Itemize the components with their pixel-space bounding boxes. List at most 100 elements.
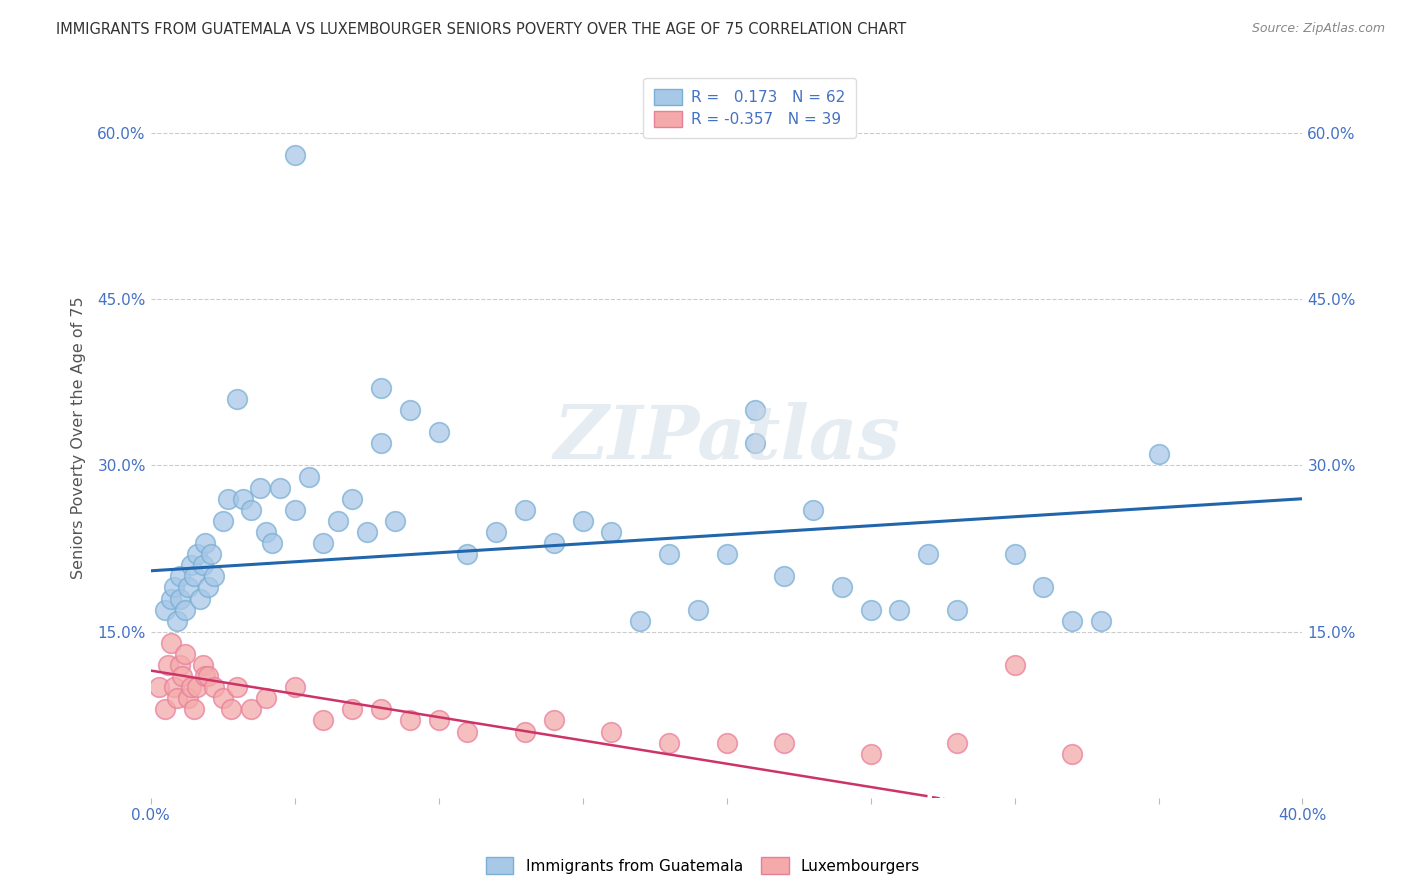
Point [298, 469, 321, 483]
Point [232, 491, 254, 506]
Point [801, 503, 824, 517]
Point [1147, 447, 1170, 461]
Point [169, 658, 191, 673]
Point [513, 724, 536, 739]
Point [269, 481, 291, 495]
Point [312, 536, 335, 550]
Point [249, 481, 271, 495]
Point [716, 736, 738, 750]
Point [166, 691, 188, 706]
Point [202, 680, 225, 694]
Legend: R =   0.173   N = 62, R = -0.357   N = 39: R = 0.173 N = 62, R = -0.357 N = 39 [644, 78, 856, 138]
Point [485, 524, 508, 539]
Point [166, 614, 188, 628]
Point [600, 524, 623, 539]
Point [172, 669, 194, 683]
Legend: Immigrants from Guatemala, Luxembourgers: Immigrants from Guatemala, Luxembourgers [479, 851, 927, 880]
Point [260, 536, 283, 550]
Point [946, 602, 969, 616]
Point [399, 403, 422, 417]
Point [543, 714, 565, 728]
Point [183, 569, 205, 583]
Point [628, 614, 651, 628]
Point [194, 536, 217, 550]
Point [744, 436, 766, 450]
Y-axis label: Seniors Poverty Over the Age of 75: Seniors Poverty Over the Age of 75 [72, 296, 86, 579]
Point [384, 514, 406, 528]
Point [254, 691, 277, 706]
Point [312, 714, 335, 728]
Point [188, 591, 211, 606]
Point [370, 381, 392, 395]
Point [342, 491, 364, 506]
Point [197, 581, 219, 595]
Point [831, 581, 853, 595]
Point [284, 148, 307, 162]
Point [686, 602, 709, 616]
Point [456, 724, 478, 739]
Point [356, 524, 378, 539]
Point [571, 514, 593, 528]
Point [427, 425, 450, 440]
Point [889, 602, 911, 616]
Point [169, 591, 191, 606]
Point [773, 569, 796, 583]
Point [240, 503, 263, 517]
Point [427, 714, 450, 728]
Point [186, 547, 208, 561]
Point [254, 524, 277, 539]
Point [156, 658, 179, 673]
Point [186, 680, 208, 694]
Point [658, 547, 681, 561]
Point [859, 602, 882, 616]
Point [240, 702, 263, 716]
Point [658, 736, 681, 750]
Point [1062, 614, 1084, 628]
Point [160, 636, 183, 650]
Point [946, 736, 969, 750]
Point [194, 669, 217, 683]
Point [326, 514, 349, 528]
Point [217, 491, 239, 506]
Point [226, 680, 249, 694]
Point [202, 569, 225, 583]
Point [197, 669, 219, 683]
Point [917, 547, 939, 561]
Point [163, 581, 186, 595]
Point [1062, 747, 1084, 761]
Point [456, 547, 478, 561]
Text: IMMIGRANTS FROM GUATEMALA VS LUXEMBOURGER SENIORS POVERTY OVER THE AGE OF 75 COR: IMMIGRANTS FROM GUATEMALA VS LUXEMBOURGE… [56, 22, 907, 37]
Point [153, 602, 176, 616]
Point [183, 702, 205, 716]
Point [399, 714, 422, 728]
Point [1090, 614, 1112, 628]
Point [177, 691, 200, 706]
Point [180, 680, 202, 694]
Point [342, 702, 364, 716]
Point [226, 392, 249, 406]
Point [174, 647, 197, 661]
Point [160, 591, 183, 606]
Point [191, 658, 214, 673]
Point [1004, 547, 1026, 561]
Point [180, 558, 202, 573]
Point [859, 747, 882, 761]
Point [716, 547, 738, 561]
Point [1004, 658, 1026, 673]
Point [370, 702, 392, 716]
Point [370, 436, 392, 450]
Point [513, 503, 536, 517]
Point [163, 680, 186, 694]
Point [1032, 581, 1054, 595]
Point [169, 569, 191, 583]
Point [744, 403, 766, 417]
Point [200, 547, 222, 561]
Point [773, 736, 796, 750]
Point [191, 558, 214, 573]
Point [284, 503, 307, 517]
Point [284, 680, 307, 694]
Point [600, 724, 623, 739]
Point [221, 702, 243, 716]
Point [174, 602, 197, 616]
Point [211, 691, 233, 706]
